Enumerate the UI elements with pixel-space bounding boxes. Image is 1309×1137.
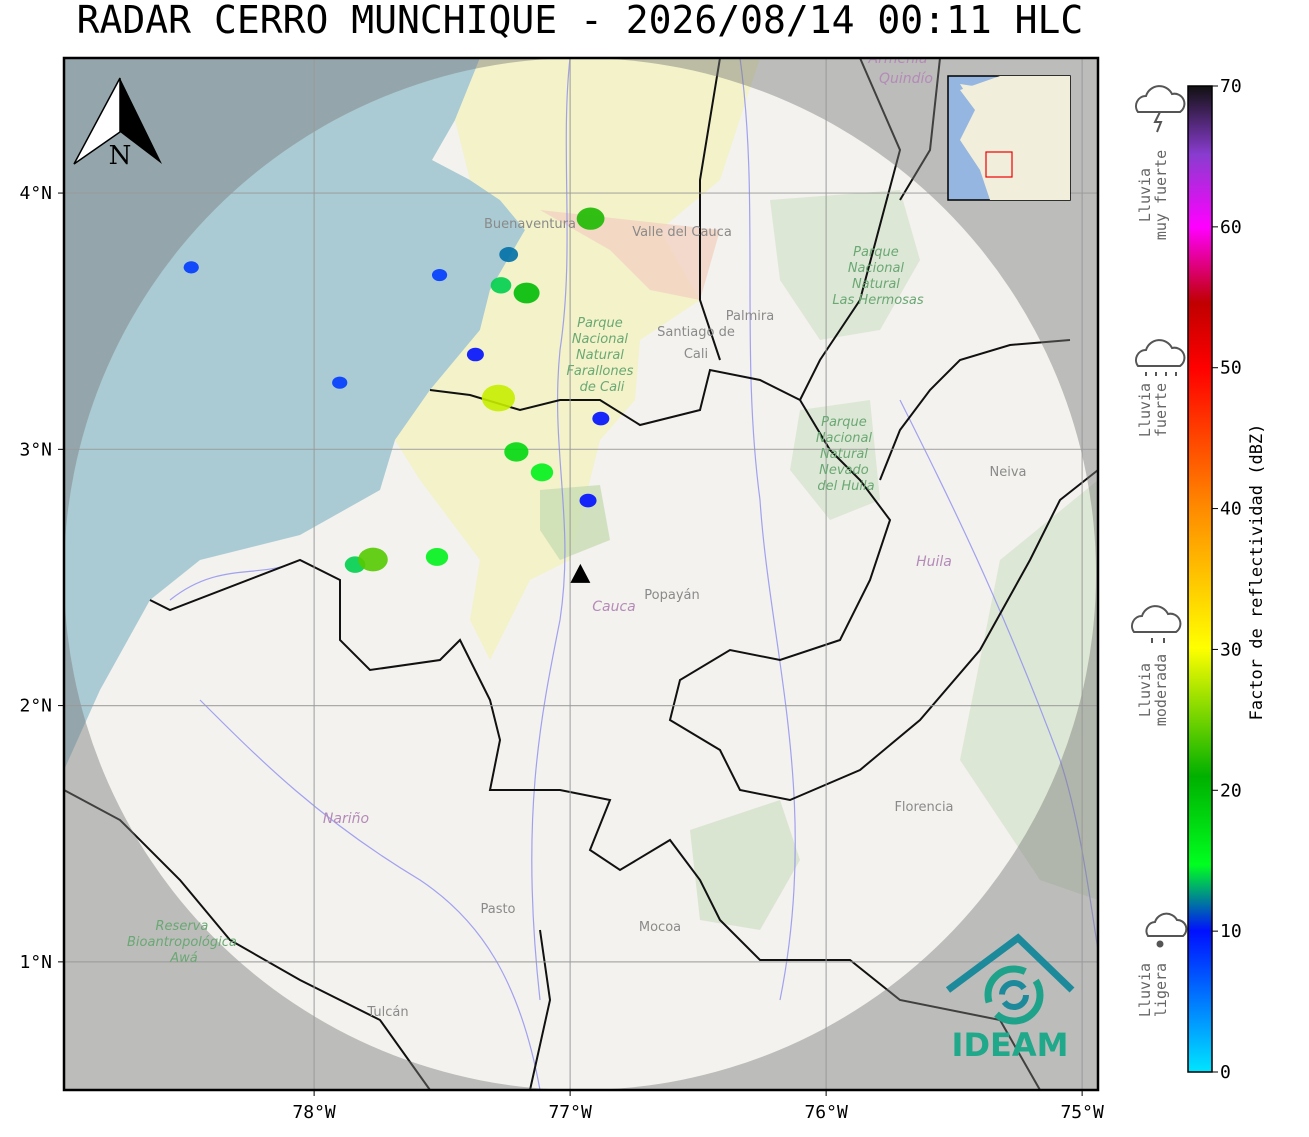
radar-echo: [530, 463, 554, 482]
place-label: Cali: [684, 347, 708, 362]
colorbar-tick-label: 70: [1220, 76, 1242, 97]
radar-echo: [579, 493, 597, 508]
map: Buenaventura Valle del Cauca Palmira San…: [64, 51, 1098, 1090]
radar-echo: [425, 547, 449, 566]
park-line: Nacional: [848, 261, 905, 276]
rain-category-label: fuerte: [1152, 383, 1170, 437]
park-line: Awá: [169, 951, 198, 966]
place-label: Mocoa: [639, 920, 681, 935]
radar-echo: [504, 442, 529, 462]
colorbar-tick-label: 30: [1220, 639, 1242, 660]
x-tick-label: 75°W: [1060, 1102, 1104, 1123]
park-area: [690, 800, 800, 930]
map-frame: [62, 56, 1100, 1092]
colorbar-tick-label: 20: [1220, 780, 1242, 801]
colorbar-tick-label: 0: [1220, 1062, 1231, 1083]
radar-echo: [431, 268, 448, 282]
park-area: [770, 190, 920, 340]
park-label: Parque Nacional Natural Las Hermosas: [832, 245, 924, 308]
valle-region: [395, 58, 760, 660]
y-tick-label: 3°N: [19, 439, 52, 460]
dept-label: Huila: [916, 554, 952, 570]
park-label: Parque Nacional Natural Farallones de Ca…: [566, 316, 637, 395]
place-label: Popayán: [644, 588, 699, 603]
title: RADAR CERRO MUNCHIQUE - 2026/08/14 00:11…: [77, 0, 1084, 42]
dept-label: Nariño: [323, 811, 369, 827]
colorbar-tick-label: 40: [1220, 499, 1242, 520]
place-label: Santiago de: [657, 325, 735, 340]
ideam-logo: IDEAM: [945, 933, 1075, 1064]
place-label: Florencia: [894, 800, 953, 815]
park-line: del Huila: [817, 479, 874, 494]
rain-category-label: moderada: [1152, 654, 1170, 726]
y-tick-label: 1°N: [19, 952, 52, 973]
urban-area: [540, 210, 720, 300]
radar-echo: [513, 282, 540, 304]
boundaries: [64, 58, 1098, 1090]
park-line: Natural: [576, 348, 624, 363]
park-line: Parque: [853, 245, 899, 260]
park-label: Reserva Bioantropológica Awá: [127, 919, 241, 966]
inset-map: [947, 75, 1071, 201]
rain-category-label: Lluvia: [1136, 963, 1154, 1017]
ocean: [64, 58, 525, 770]
park-line: Farallones: [566, 364, 633, 379]
radar-echo: [592, 411, 610, 426]
place-label: Neiva: [990, 465, 1027, 480]
radar-echo: [466, 347, 484, 362]
park-line: Nacional: [572, 332, 629, 347]
park-line: Nacional: [816, 431, 873, 446]
park-area: [790, 400, 880, 520]
radar-site: [570, 563, 591, 583]
rain-category-label: Lluvia: [1136, 168, 1154, 222]
place-label: Pasto: [480, 902, 515, 917]
park-area: [960, 480, 1098, 900]
park-line: Natural: [852, 277, 900, 292]
park-line: Natural: [820, 447, 868, 462]
north-label: N: [109, 141, 132, 171]
logo-text: IDEAM: [952, 1026, 1069, 1064]
x-tick-label: 77°W: [548, 1102, 592, 1123]
north-arrow: N: [73, 77, 162, 171]
rivers: [169, 58, 1098, 1090]
place-label: Armenia: [868, 51, 928, 67]
park-line: Nevado: [819, 463, 869, 478]
park-line: Parque: [577, 316, 623, 331]
radar-echo: [183, 261, 199, 274]
x-tick-label: 78°W: [292, 1102, 336, 1123]
radar-echo: [499, 247, 519, 263]
y-tick-label: 2°N: [19, 696, 52, 717]
colorbar-tick-label: 50: [1220, 358, 1242, 379]
y-tick-label: 4°N: [19, 183, 52, 204]
dept-label: Cauca: [592, 599, 636, 615]
colorbar-tick-label: 60: [1220, 217, 1242, 238]
place-label: Valle del Cauca: [632, 225, 732, 240]
place-label: Buenaventura: [484, 217, 576, 232]
park-label: Parque Nacional Natural Nevado del Huila: [816, 415, 876, 494]
radar-echo: [481, 384, 516, 412]
park-line: de Cali: [580, 380, 625, 395]
park-line: Las Hermosas: [832, 293, 924, 308]
radar-echo: [490, 277, 512, 294]
radar-echo: [576, 207, 605, 230]
radar-echo: [332, 376, 348, 389]
x-tick-label: 76°W: [804, 1102, 848, 1123]
place-label: Palmira: [726, 309, 774, 324]
park-line: Bioantropológica: [127, 935, 237, 950]
colorbar: [1187, 85, 1213, 1073]
colorbar-label: Factor de reflectividad (dBZ): [1247, 424, 1267, 721]
rain-icons: [1131, 85, 1188, 948]
rain-category-label: Lluvia: [1136, 663, 1154, 717]
park-line: Parque: [821, 415, 867, 430]
colorbar-tick-label: 10: [1220, 921, 1242, 942]
radar-echo: [358, 547, 388, 572]
rain-category-label: Lluvia: [1136, 383, 1154, 437]
rain-category-label: ligera: [1152, 963, 1170, 1017]
place-label: Tulcán: [366, 1005, 408, 1020]
rain-category-label: muy fuerte: [1152, 150, 1170, 240]
dept-label: Quindío: [879, 71, 933, 87]
park-line: Reserva: [156, 919, 209, 934]
